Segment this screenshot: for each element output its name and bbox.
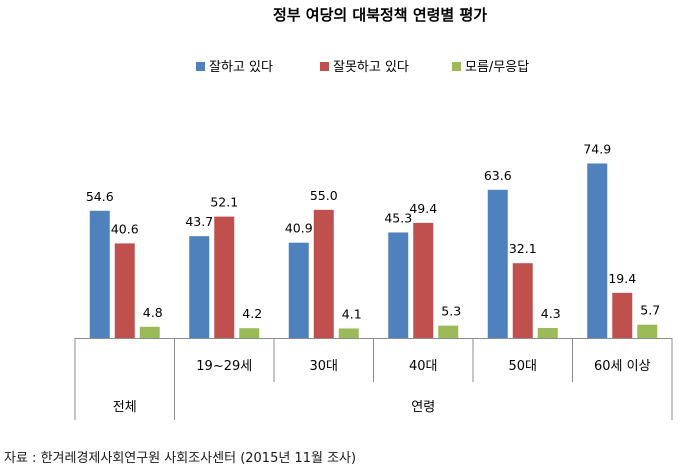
value-label-s2-c2: 52.1	[210, 195, 238, 210]
value-label-s3-c2: 4.2	[242, 306, 262, 321]
legend-label-1: 잘하고 있다	[209, 60, 273, 75]
value-label-s3-c1: 4.8	[143, 305, 163, 320]
legend-label-2: 잘못하고 있다	[333, 60, 409, 75]
bar-s2-c5	[512, 263, 533, 338]
value-label-s1-c6: 74.9	[583, 141, 611, 156]
legend-swatch-3	[452, 62, 461, 71]
value-label-s3-c5: 4.3	[541, 306, 561, 321]
bar-s3-c2	[239, 328, 260, 338]
category-label-2: 19~29세	[196, 359, 252, 374]
bar-s2-c4	[413, 222, 434, 338]
value-label-s1-c2: 43.7	[185, 214, 213, 229]
value-label-s2-c6: 19.4	[608, 271, 636, 286]
value-label-s2-c5: 32.1	[509, 241, 537, 256]
category-label-6: 60세 이상	[594, 359, 651, 374]
category-label-5: 50대	[508, 359, 537, 374]
category-label-4: 40대	[409, 359, 438, 374]
bar-s1-c6	[587, 163, 608, 338]
value-label-s1-c4: 45.3	[384, 210, 412, 225]
bar-s3-c3	[338, 328, 359, 338]
bar-s1-c3	[288, 242, 309, 338]
source-note: 자료 : 한겨레경제사회연구원 사회조사센터 (2015년 11월 조사)	[4, 451, 357, 466]
group-label-2: 연령	[411, 400, 435, 415]
bar-s2-c1	[114, 243, 135, 338]
bar-s3-c5	[537, 327, 558, 338]
bar-s1-c1	[89, 210, 110, 338]
legend-label-3: 모름/무응답	[465, 60, 529, 75]
bars-layer	[89, 163, 658, 338]
bar-s1-c4	[388, 232, 409, 338]
value-label-s3-c3: 4.1	[342, 306, 362, 321]
legend-swatch-2	[320, 62, 329, 71]
legend-swatch-1	[196, 62, 205, 71]
bar-s2-c6	[612, 292, 633, 338]
bar-s2-c2	[214, 216, 235, 338]
bar-s1-c2	[189, 236, 210, 338]
value-label-s3-c4: 5.3	[441, 304, 461, 319]
category-label-3: 30대	[309, 359, 338, 374]
bar-s3-c6	[637, 324, 658, 338]
group-label-1: 전체	[113, 400, 137, 415]
value-label-s1-c5: 63.6	[484, 168, 512, 183]
bar-s3-c1	[139, 326, 160, 338]
value-labels-layer: 54.6 40.6 4.8 43.7 52.1 4.2 40.9 55.0 4.1 45.349.…	[86, 141, 660, 321]
value-label-s2-c4: 49.4	[409, 201, 437, 216]
legend: 잘하고 있다 잘못하고 있다 모름/무응답	[196, 60, 529, 75]
bar-s2-c3	[313, 209, 334, 338]
value-label-s1-c1: 54.6	[86, 189, 114, 204]
chart-title: 정부 여당의 대북정책 연령별 평가	[273, 6, 487, 24]
bar-s3-c4	[438, 325, 459, 338]
value-label-s3-c6: 5.7	[640, 303, 660, 318]
value-label-s2-c3: 55.0	[310, 188, 338, 203]
value-label-s1-c3: 40.9	[285, 221, 313, 236]
value-label-s2-c1: 40.6	[111, 221, 139, 236]
bar-s1-c5	[487, 189, 508, 338]
